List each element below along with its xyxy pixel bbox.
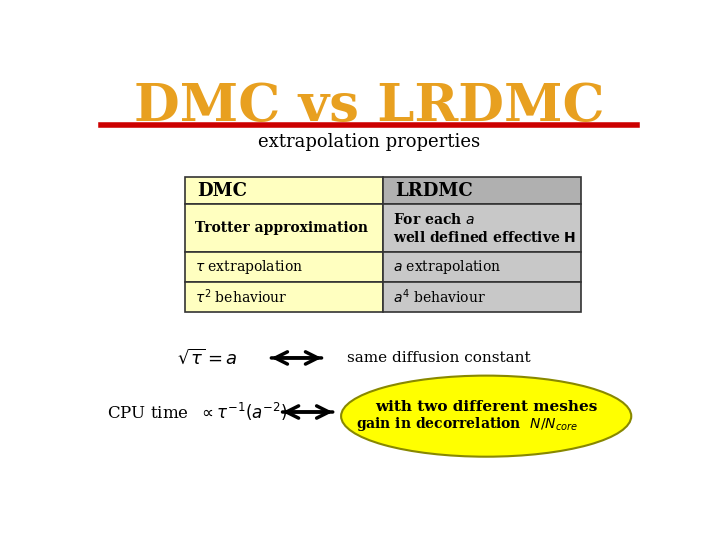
Text: gain in decorrelation  $N/N_{core}$: gain in decorrelation $N/N_{core}$ — [356, 415, 577, 434]
Text: CPU time  $\propto\tau^{-1}(a^{-2})$: CPU time $\propto\tau^{-1}(a^{-2})$ — [107, 401, 287, 423]
FancyBboxPatch shape — [185, 252, 383, 282]
Text: $\tau^2$ behaviour: $\tau^2$ behaviour — [195, 287, 287, 306]
Text: well defined effective $\mathbf{H}$: well defined effective $\mathbf{H}$ — [393, 230, 576, 245]
Text: extrapolation properties: extrapolation properties — [258, 133, 480, 151]
Text: with two different meshes: with two different meshes — [375, 400, 598, 414]
Text: For each $a$: For each $a$ — [393, 212, 475, 227]
Text: DMC vs LRDMC: DMC vs LRDMC — [134, 82, 604, 132]
FancyBboxPatch shape — [383, 204, 581, 252]
Ellipse shape — [341, 376, 631, 457]
Text: DMC: DMC — [197, 181, 247, 200]
FancyBboxPatch shape — [383, 282, 581, 312]
FancyBboxPatch shape — [185, 177, 383, 204]
Text: same diffusion constant: same diffusion constant — [347, 351, 531, 365]
FancyBboxPatch shape — [185, 204, 383, 252]
Text: $a$ extrapolation: $a$ extrapolation — [393, 258, 501, 276]
Text: $a^4$ behaviour: $a^4$ behaviour — [393, 287, 485, 306]
Text: $\sqrt{\tau} = a$: $\sqrt{\tau} = a$ — [177, 348, 238, 368]
FancyBboxPatch shape — [383, 252, 581, 282]
FancyBboxPatch shape — [185, 282, 383, 312]
Text: $\tau$ extrapolation: $\tau$ extrapolation — [195, 258, 303, 276]
FancyBboxPatch shape — [383, 177, 581, 204]
Text: LRDMC: LRDMC — [395, 181, 472, 200]
Text: Trotter approximation: Trotter approximation — [195, 221, 368, 235]
